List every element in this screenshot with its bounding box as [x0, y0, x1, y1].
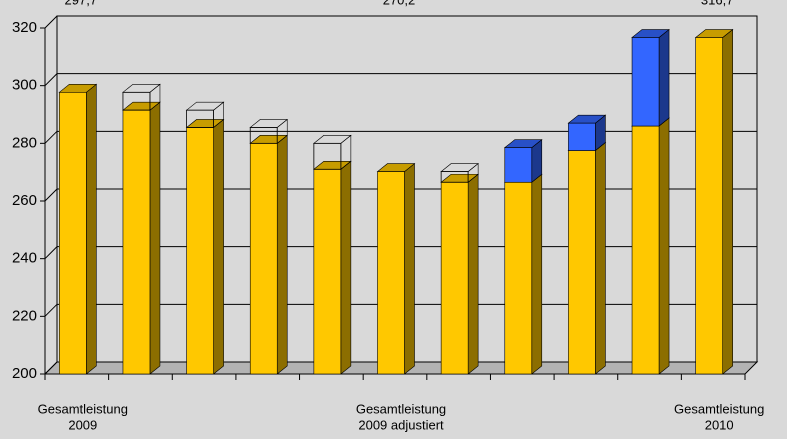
y-tick-label: 220	[12, 307, 37, 324]
bar	[313, 168, 342, 375]
y-tick-label: 240	[12, 250, 37, 267]
bar	[249, 143, 278, 375]
x-tick-label: Gesamtleistung	[356, 401, 446, 416]
bar	[631, 37, 660, 127]
x-tick-label: Gesamtleistung	[38, 401, 128, 416]
bar	[377, 171, 405, 375]
bar	[122, 91, 151, 111]
bar-side	[340, 160, 352, 375]
bar	[186, 127, 214, 375]
bar	[568, 150, 596, 375]
x-tick-label: 2010	[705, 417, 734, 432]
bar	[504, 147, 533, 183]
bar-side	[404, 162, 415, 375]
y-tick-label: 260	[12, 192, 37, 209]
bar	[440, 181, 469, 375]
bar	[568, 122, 596, 151]
y-tick-label: 300	[12, 77, 37, 94]
bar	[186, 109, 214, 128]
bar	[440, 171, 469, 183]
y-tick-label: 320	[12, 19, 37, 36]
bar-side	[658, 28, 670, 127]
bar	[504, 181, 533, 375]
bar	[59, 91, 87, 375]
bar-side	[595, 141, 606, 375]
bar-side	[531, 173, 543, 375]
x-tick-label: 2009 adjustiert	[358, 417, 444, 432]
value-label: 270,2	[383, 0, 416, 7]
grid-line	[44, 73, 757, 87]
bar-side	[658, 117, 670, 375]
x-tick-label: Gesamtleistung	[674, 401, 764, 416]
grid-line	[44, 130, 757, 144]
y-tick-label: 280	[12, 134, 37, 151]
bar-side	[213, 118, 224, 375]
bar	[249, 127, 278, 144]
bar-side	[276, 134, 288, 375]
bar-side	[86, 83, 97, 375]
bar	[313, 142, 342, 170]
value-label: 316,7	[701, 0, 734, 7]
bar	[631, 125, 660, 375]
bar-side	[149, 101, 161, 375]
bar-side	[722, 28, 733, 375]
grid-line	[44, 15, 757, 29]
value-label: 297,7	[65, 0, 98, 7]
bar	[122, 109, 151, 375]
bar	[695, 37, 723, 375]
bar-side	[467, 173, 479, 375]
x-tick-label: 2009	[68, 417, 97, 432]
y-tick-label: 200	[12, 365, 37, 382]
